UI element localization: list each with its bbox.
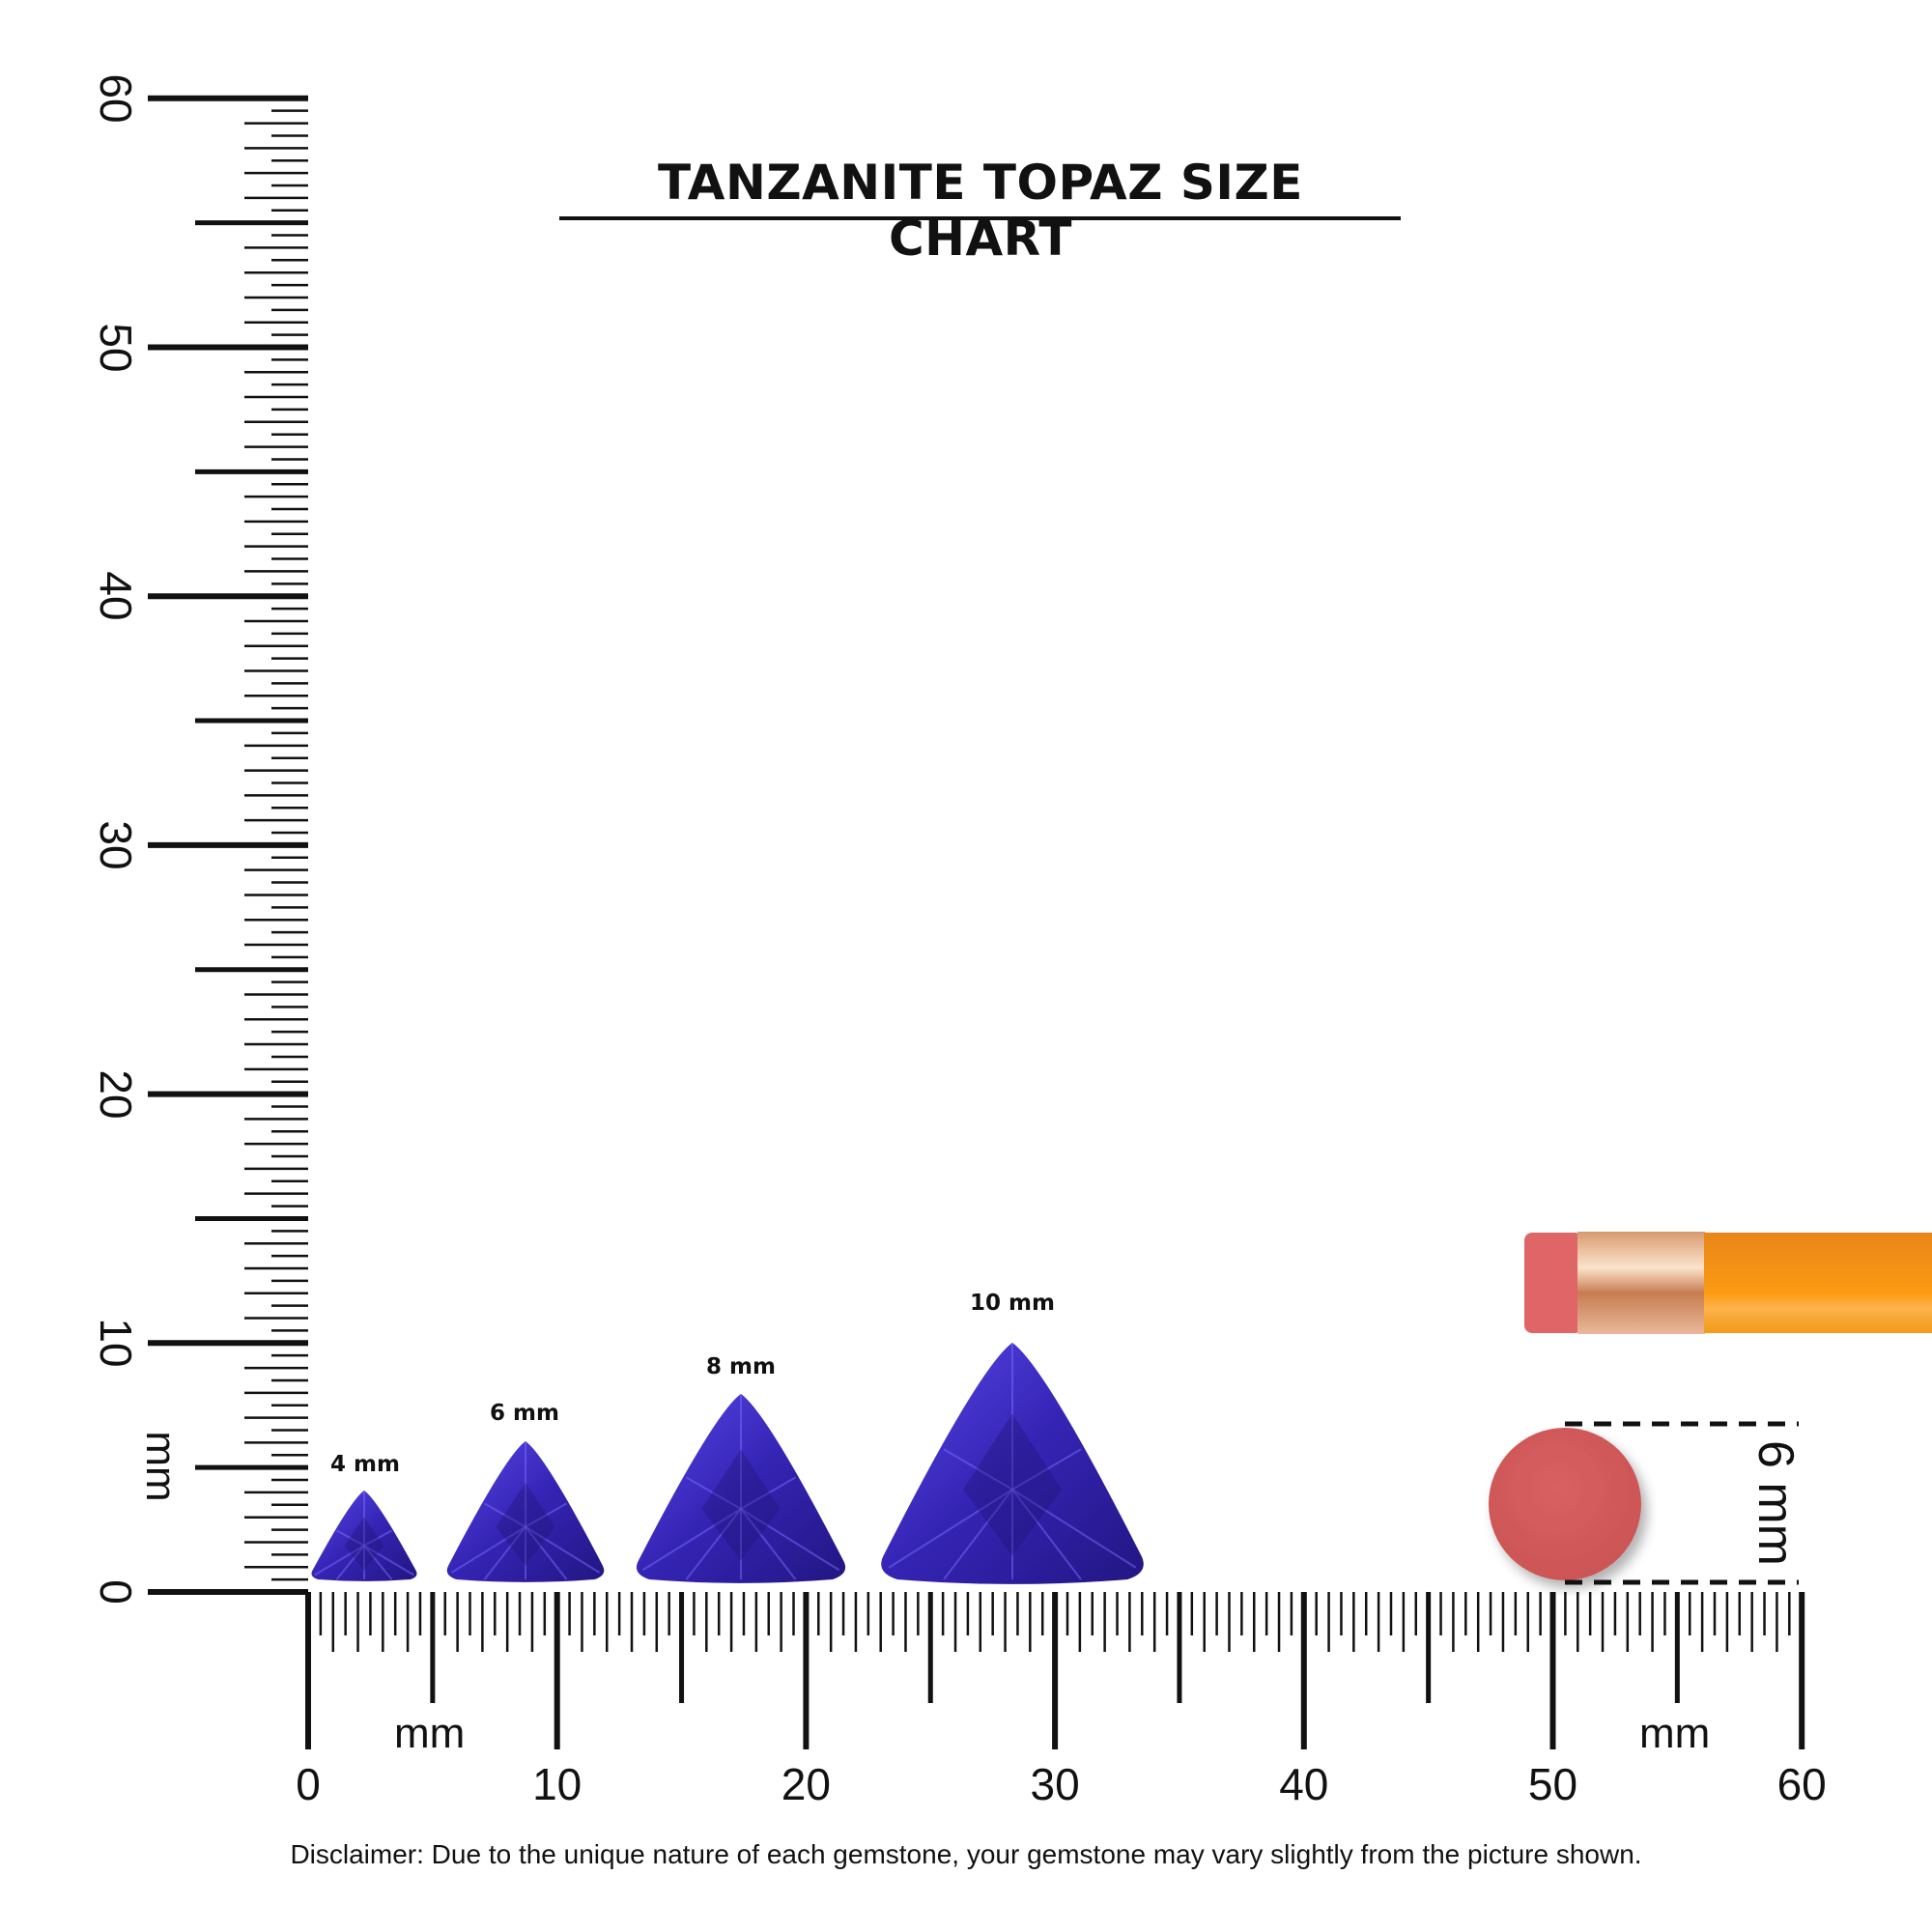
title-underline: [559, 216, 1401, 220]
y-tick-label: 40: [91, 571, 141, 621]
x-tick-label: 40: [1279, 1759, 1329, 1809]
x-tick-label: 20: [781, 1759, 831, 1809]
x-tick-label: 50: [1527, 1759, 1578, 1809]
y-tick-label: 60: [91, 73, 141, 124]
y-tick-label: 50: [91, 322, 141, 373]
x-unit-label-right: mm: [1639, 1710, 1711, 1757]
pencil-ferrule: [1577, 1232, 1705, 1334]
gem-trillion-10mm: [881, 1343, 1144, 1584]
pencil-body: [1704, 1233, 1932, 1333]
y-tick-label: 20: [91, 1069, 141, 1120]
x-tick-label: 10: [532, 1759, 582, 1809]
gem-trillion-6mm: [446, 1441, 605, 1582]
gem-label-6mm: 6 mm: [490, 1401, 559, 1426]
gem-trillion-4mm: [311, 1491, 417, 1581]
gem-trillion-8mm: [636, 1394, 846, 1583]
gem-label-8mm: 8 mm: [706, 1354, 776, 1379]
pencil: [1524, 1232, 1932, 1334]
reference-size-label: 6 mm: [1747, 1440, 1804, 1566]
eraser-disc: [1489, 1428, 1641, 1580]
pencil-eraser: [1524, 1233, 1582, 1333]
gem-label-10mm: 10 mm: [970, 1291, 1055, 1316]
x-tick-label: 0: [296, 1759, 321, 1809]
y-unit-label: mm: [137, 1431, 185, 1502]
gem-label-4mm: 4 mm: [330, 1452, 400, 1477]
y-tick-label: 10: [91, 1318, 141, 1368]
x-tick-label: 30: [1030, 1759, 1080, 1809]
x-tick-label: 60: [1776, 1759, 1827, 1809]
y-tick-label: 0: [91, 1579, 141, 1605]
disclaimer: Disclaimer: Due to the unique nature of …: [290, 1839, 1642, 1869]
x-unit-label-left: mm: [394, 1710, 466, 1757]
y-tick-label: 30: [91, 820, 141, 870]
